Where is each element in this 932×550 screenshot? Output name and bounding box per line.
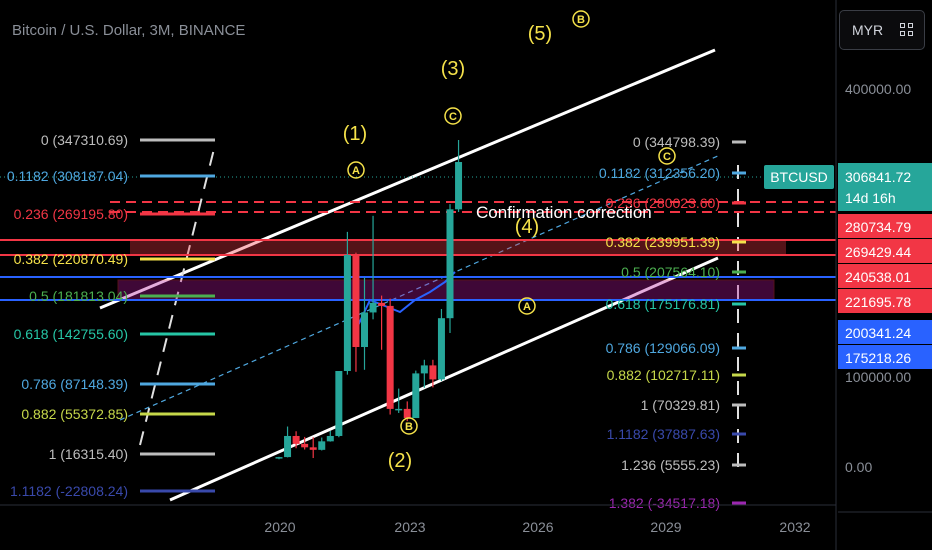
circle-wave-marker <box>347 161 365 179</box>
candle-body <box>455 162 463 210</box>
circle-wave-letter: A <box>523 301 531 313</box>
price-tag-text: 175218.26 <box>845 350 911 366</box>
candle-body <box>292 435 300 444</box>
y-tick-label: 400000.00 <box>845 81 911 97</box>
circle-wave-marker <box>400 417 418 435</box>
price-tag <box>838 264 932 288</box>
price-tag <box>838 289 932 313</box>
fib-right-label: 0.786 (129066.09) <box>606 340 720 356</box>
current-price-tag <box>838 163 932 211</box>
circle-wave-letter: A <box>352 165 360 177</box>
price-tag-text: 200341.24 <box>845 325 911 341</box>
channel-upper-line <box>99 48 716 310</box>
circle-wave-letter: B <box>405 421 413 433</box>
fib-left-label: 1.1182 (-22808.24) <box>10 483 128 499</box>
price-tag-text: 221695.78 <box>845 294 911 310</box>
price-tag-text: 269429.44 <box>845 244 911 260</box>
x-tick-label: 2023 <box>394 519 425 535</box>
wave-label: (2) <box>388 450 412 472</box>
candle-body <box>386 305 394 409</box>
price-tag-text: 240538.01 <box>845 269 911 285</box>
price-tag <box>838 239 932 263</box>
candle-body <box>446 209 454 319</box>
fib-right-label: 0.236 (280023.60) <box>606 195 720 211</box>
candle-body <box>420 365 428 374</box>
candle-body <box>352 254 360 347</box>
price-tag <box>838 214 932 238</box>
circle-wave-marker <box>572 10 590 28</box>
x-tick-label: 2032 <box>779 519 810 535</box>
currency-button[interactable]: MYR <box>839 10 925 50</box>
fib-right-label: 0.618 (175176.81) <box>606 296 720 312</box>
circle-wave-marker <box>518 297 536 315</box>
wave-label: (5) <box>528 23 552 45</box>
candle-body <box>309 447 317 450</box>
candle-body <box>378 302 386 306</box>
x-tick-label: 2029 <box>650 519 681 535</box>
fib-right-label: 0 (344798.39) <box>633 134 720 150</box>
candle-body <box>343 254 351 371</box>
grid-icon <box>900 23 914 37</box>
fib-right-label: 0.5 (207564.10) <box>621 264 720 280</box>
resistance-zone <box>130 240 786 254</box>
fib-left-label: 0.382 (220870.49) <box>14 251 128 267</box>
candle-body <box>403 408 411 419</box>
price-tag-text: 280734.79 <box>845 219 911 235</box>
candle-body <box>437 318 445 380</box>
annotation-text: Confirmation correction <box>476 203 652 222</box>
fib-left-label: 0.1182 (308187.04) <box>7 168 128 184</box>
candle-body <box>361 312 368 347</box>
fib-right-label: 1.382 (-34517.18) <box>609 495 720 511</box>
currency-label: MYR <box>852 22 884 38</box>
fib-left-label: 1 (16315.40) <box>49 446 128 462</box>
candle-body <box>429 365 437 380</box>
fib-left-label: 0.236 (269195.80) <box>14 206 128 222</box>
symbol-tag-text: BTCUSD <box>770 169 828 185</box>
circle-wave-letter: B <box>577 14 585 26</box>
candle-body <box>369 302 377 313</box>
fib-left-label: 0.5 (181813.04) <box>29 288 128 304</box>
candle-body <box>335 371 343 436</box>
channel-mid-line <box>119 154 721 421</box>
candle-body <box>318 441 326 450</box>
wave-label: (1) <box>343 123 367 145</box>
fib-left-label: 0.618 (142755.60) <box>14 326 128 342</box>
fib-right-label: 0.882 (102717.11) <box>607 367 720 383</box>
fib-right-label: 0.382 (239951.39) <box>606 234 720 250</box>
x-tick-label: 2026 <box>522 519 553 535</box>
circle-wave-letter: C <box>449 111 457 123</box>
circle-wave-marker <box>444 107 462 125</box>
wave-label: (3) <box>441 58 465 80</box>
fib-right-label: 0.1182 (312356.20) <box>599 165 720 181</box>
plot-area: 0 (347310.69) 0.1182 (308187.04) 0.236 (26… <box>0 48 836 511</box>
current-price-text: 306841.72 <box>845 169 911 185</box>
fib-left-label: 0.786 (87148.39) <box>21 376 128 392</box>
circle-wave-marker <box>658 147 676 165</box>
wave-label: (4) <box>515 216 539 238</box>
fib-right-label: 1.236 (5555.23) <box>621 457 720 473</box>
x-tick-label: 2020 <box>264 519 295 535</box>
chart-title: Bitcoin / U.S. Dollar, 3M, BINANCE <box>12 22 245 39</box>
y-tick-label: 0.00 <box>845 459 872 475</box>
candle-body <box>412 373 420 419</box>
price-tag <box>838 320 932 344</box>
fib-right-label: 1.1182 (37887.63) <box>607 426 720 442</box>
overlay-labels: Bitcoin / U.S. Dollar, 3M, BINANCE Confir… <box>12 10 932 472</box>
candle-body <box>275 457 283 459</box>
circle-wave-letter: C <box>663 151 671 163</box>
candle-body <box>301 443 309 448</box>
y-tick-label: 100000.00 <box>845 369 911 385</box>
candle-body <box>326 435 334 442</box>
candle-body <box>284 435 292 458</box>
candle-body <box>395 408 403 411</box>
symbol-tag <box>764 165 834 189</box>
price-tag <box>838 345 932 369</box>
fib-left-label: 0.882 (55372.85) <box>21 406 128 422</box>
fib-right-label: 1 (70329.81) <box>641 397 720 413</box>
fib-left-label: 0 (347310.69) <box>41 132 128 148</box>
countdown-text: 14d 16h <box>845 190 896 206</box>
